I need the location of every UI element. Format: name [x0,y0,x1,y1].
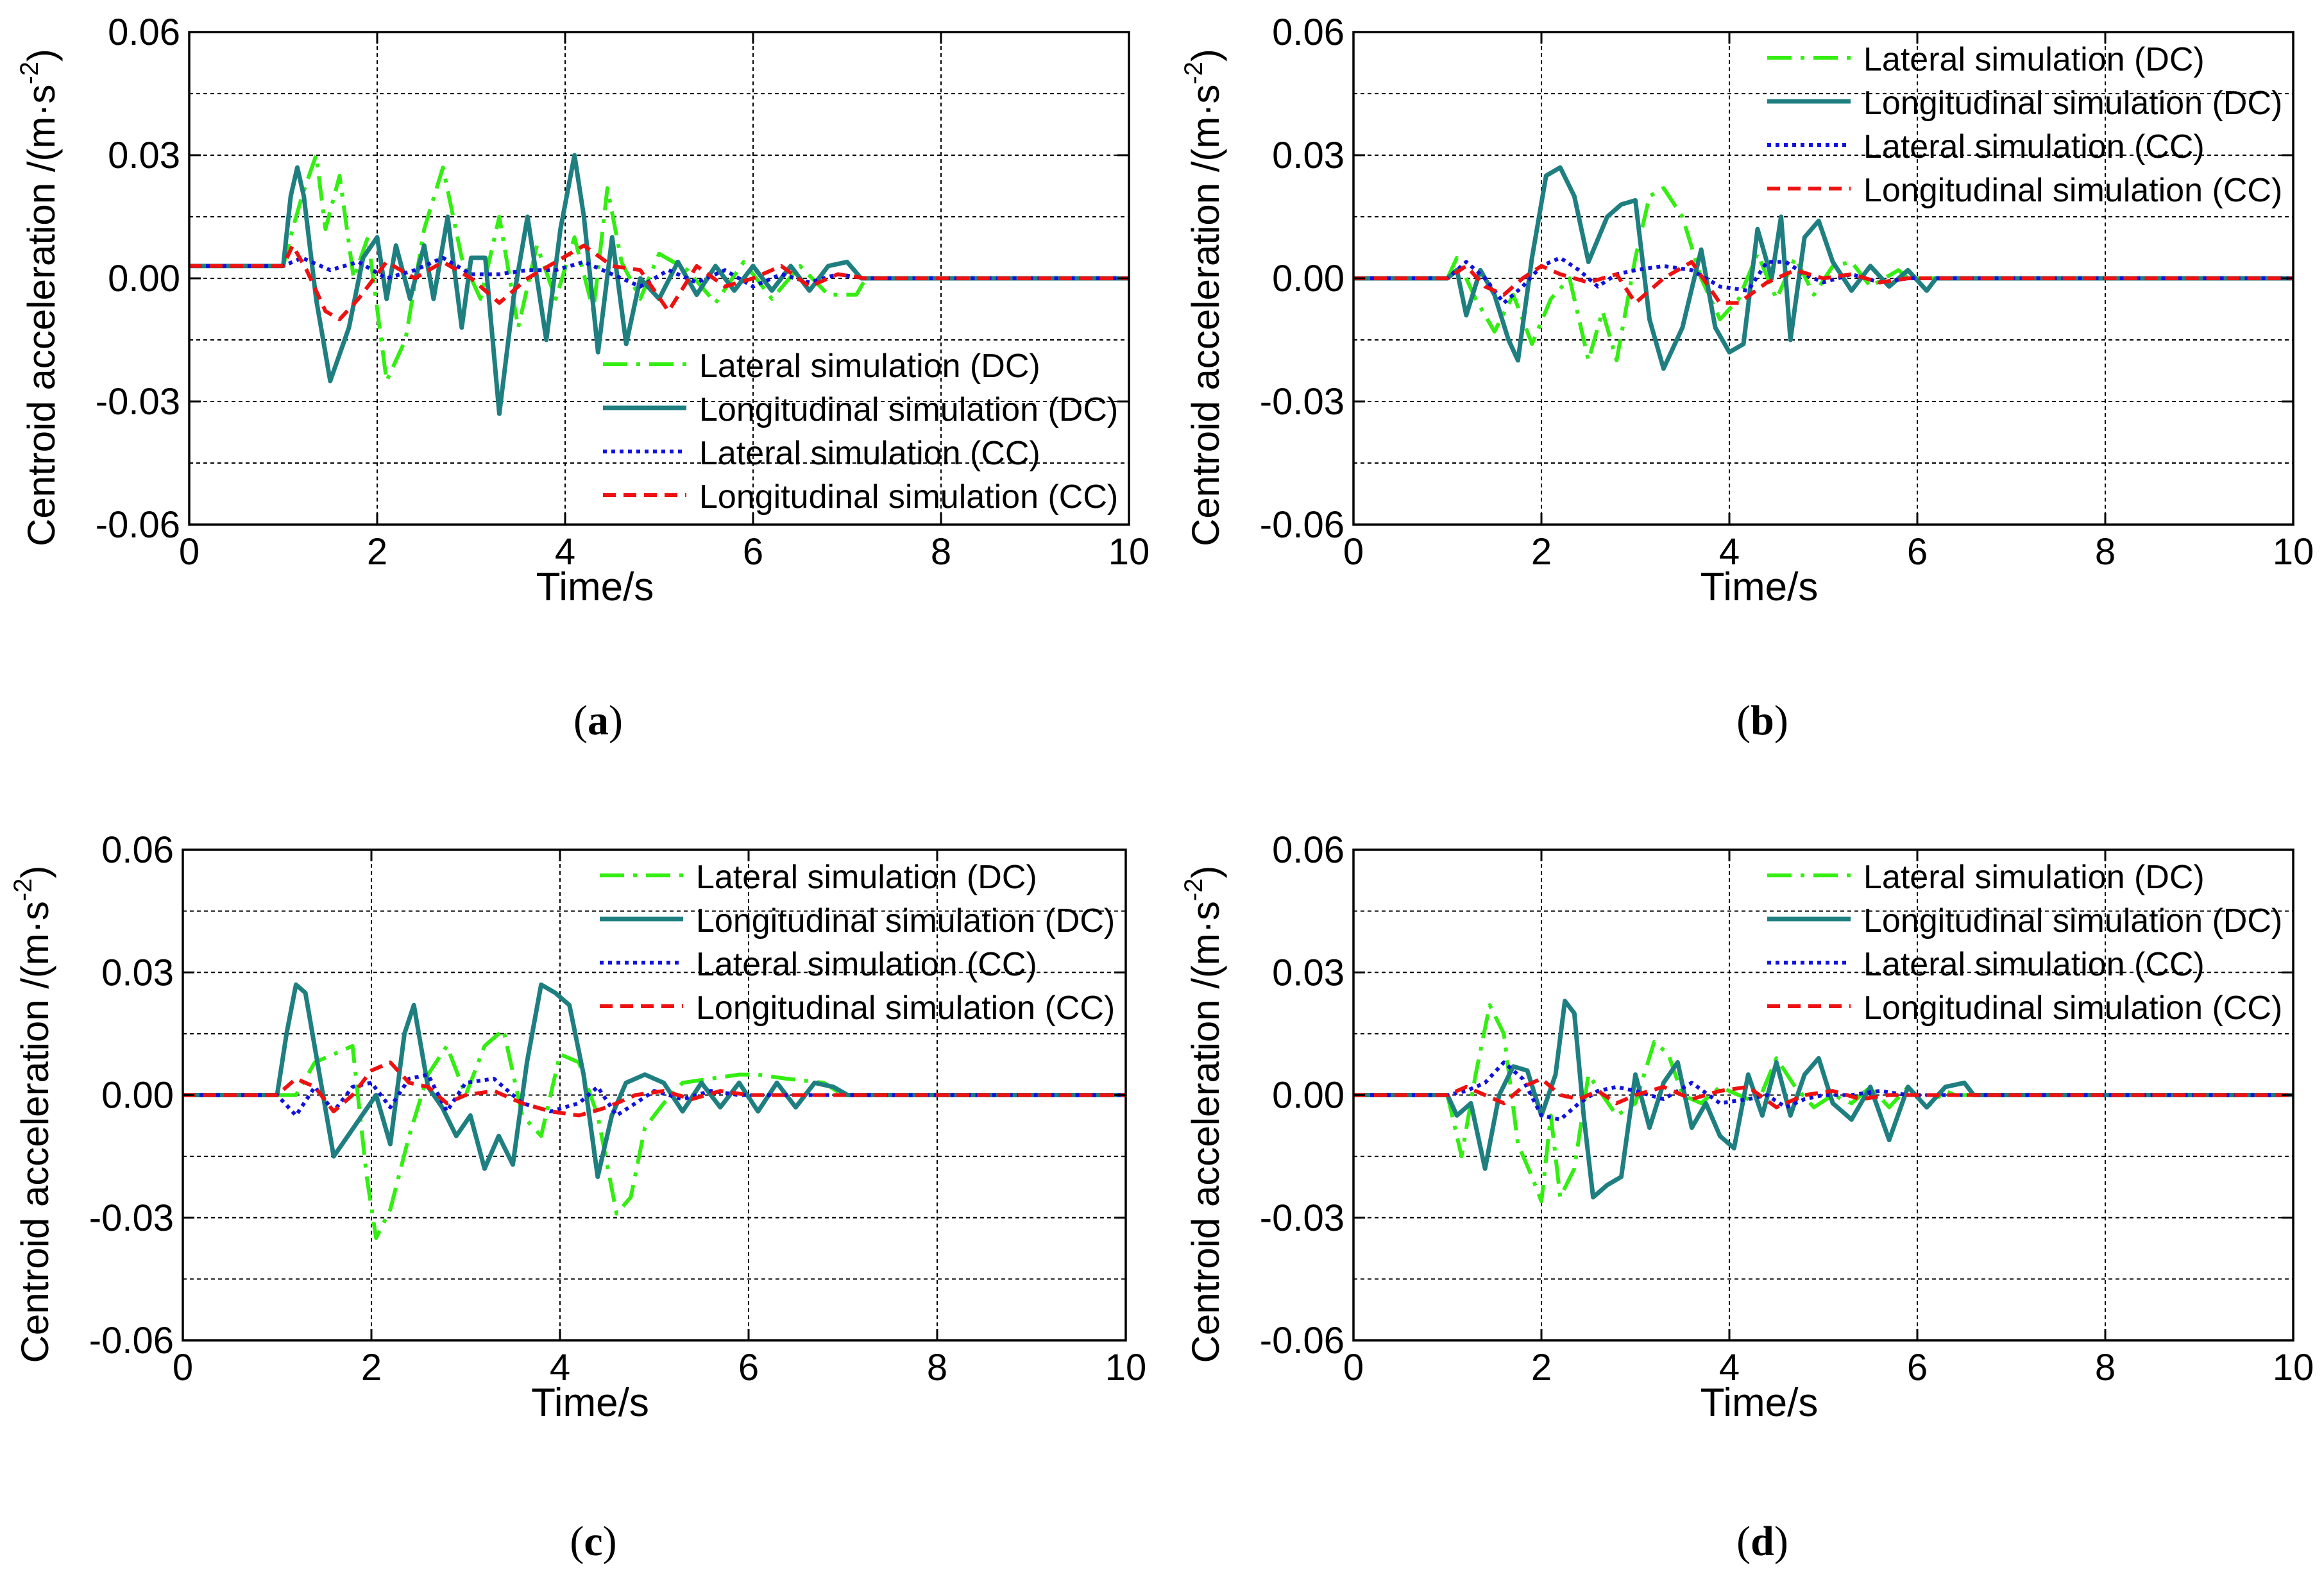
y-axis-label: Centroid acceleration /(m·s-2) [15,49,63,546]
series-line-1 [1353,1003,2293,1204]
legend-label: Longitudinal simulation (DC) [696,902,1115,940]
x-tick-label: 8 [931,531,951,573]
chart-panel-c: 0 2 4 6 8 10 -0.06 -0.03 0.00 0.03 0.06 Time/s Centr… [9,829,1146,1565]
x-tick-label: 6 [1907,531,1928,573]
x-tick-label: 4 [1719,1347,1740,1388]
y-tick-label: -0.06 [1260,1320,1344,1362]
y-tick-label: 0.03 [108,135,180,176]
legend-label: Lateral simulation (CC) [696,946,1037,983]
x-tick-label: 0 [1343,531,1364,573]
y-tick-label: -0.03 [96,381,180,423]
y-tick-label: 0.06 [101,829,174,871]
series-line-3 [183,1072,1126,1118]
series-line-2 [1353,165,2293,371]
series-line-1 [189,153,1129,383]
x-tick-label: 6 [738,1347,759,1388]
y-tick-label: 0.06 [1272,829,1344,871]
y-tick-label: -0.03 [1260,1197,1344,1239]
series-line-1 [1353,186,2293,362]
legend-label: Lateral simulation (DC) [1863,859,2205,896]
x-tick-label: 4 [550,1347,570,1388]
y-tick-label: -0.06 [1260,504,1344,546]
y-axis-label: Centroid acceleration /(m·s-2) [1180,866,1227,1363]
x-axis-label: Time/s [531,1381,649,1425]
x-axis-label: Time/s [1701,1381,1819,1425]
x-tick-label: 4 [1719,531,1740,573]
y-tick-label: -0.06 [96,504,180,546]
y-tick-label: 0.03 [1272,952,1344,993]
series-line-1 [183,1027,1126,1240]
y-tick-label: 0.06 [108,12,180,53]
legend: Lateral simulation (DC) Longitudinal simu… [1767,41,2282,209]
y-tick-label: 0.00 [101,1075,174,1117]
chart-panel-d: 0 2 4 6 8 10 -0.06 -0.03 0.00 0.03 0.06 Time/s Centr… [1180,829,2314,1565]
y-tick-label: 0.00 [1272,1075,1344,1117]
legend-label: Lateral simulation (CC) [699,435,1040,472]
series-line-2 [189,153,1129,416]
y-tick-label: 0.03 [1272,135,1344,176]
y-tick-label: -0.06 [89,1320,174,1362]
x-tick-label: 10 [1105,1347,1147,1388]
legend-label: Longitudinal simulation (CC) [1863,990,2282,1027]
x-tick-label: 8 [2095,1347,2116,1388]
x-tick-label: 10 [2273,1347,2314,1388]
x-tick-label: 10 [1108,531,1150,573]
chart-panel-b: 0 2 4 6 8 10 -0.06 -0.03 0.00 0.03 0.06 Time/s Centr… [1180,12,2314,744]
y-tick-label: 0.06 [1272,12,1344,53]
legend: Lateral simulation (DC) Longitudinal simu… [1767,859,2282,1027]
x-tick-label: 8 [927,1347,947,1388]
legend-label: Longitudinal simulation (CC) [1863,172,2282,209]
legend-label: Lateral simulation (DC) [696,859,1037,896]
x-tick-label: 6 [743,531,763,573]
y-tick-label: 0.00 [1272,258,1344,299]
y-axis-label: Centroid acceleration /(m·s-2) [1180,49,1227,546]
panel-caption: (d) [1736,1518,1788,1565]
series-line-4 [1353,1077,2293,1109]
y-tick-label: 0.00 [108,258,180,299]
x-tick-label: 2 [361,1347,382,1388]
legend-label: Longitudinal simulation (CC) [696,990,1115,1027]
x-axis-label: Time/s [1701,565,1819,609]
legend-label: Lateral simulation (DC) [699,348,1040,385]
x-tick-label: 0 [173,1347,193,1388]
series-line-2 [183,982,1126,1179]
panel-caption: (b) [1736,697,1788,744]
panel-caption: (a) [573,697,623,744]
series-line-4 [189,243,1129,321]
x-tick-label: 10 [2273,531,2314,573]
chart-panel-a: 0 2 4 6 8 10 -0.06 -0.03 0.00 0.03 0.06 Time/s Centr… [15,12,1149,744]
y-tick-label: 0.03 [101,952,174,993]
y-tick-label: -0.03 [1260,381,1344,423]
legend-label: Longitudinal simulation (DC) [699,391,1118,428]
legend-label: Longitudinal simulation (DC) [1863,902,2282,940]
legend-label: Lateral simulation (DC) [1863,41,2205,78]
legend-label: Lateral simulation (CC) [1863,128,2205,165]
panel-caption: (c) [570,1518,616,1565]
x-tick-label: 2 [1531,531,1552,573]
legend-label: Lateral simulation (CC) [1863,946,2205,983]
legend: Lateral simulation (DC) Longitudinal simu… [603,348,1118,516]
legend: Lateral simulation (DC) Longitudinal simu… [600,859,1115,1027]
x-tick-label: 6 [1907,1347,1928,1388]
legend-label: Longitudinal simulation (CC) [699,478,1118,516]
x-tick-label: 8 [2095,531,2116,573]
x-tick-label: 2 [1531,1347,1552,1388]
series-line-4 [183,1060,1126,1118]
x-axis-label: Time/s [536,565,654,609]
x-tick-label: 0 [1343,1347,1364,1388]
x-tick-label: 0 [179,531,199,573]
y-axis-label: Centroid acceleration /(m·s-2) [9,866,56,1363]
series-line-4 [1353,260,2293,305]
x-tick-label: 2 [367,531,387,573]
legend-label: Longitudinal simulation (DC) [1863,85,2282,122]
x-tick-label: 4 [555,531,575,573]
y-tick-label: -0.03 [89,1197,174,1239]
series-line-3 [189,256,1129,289]
